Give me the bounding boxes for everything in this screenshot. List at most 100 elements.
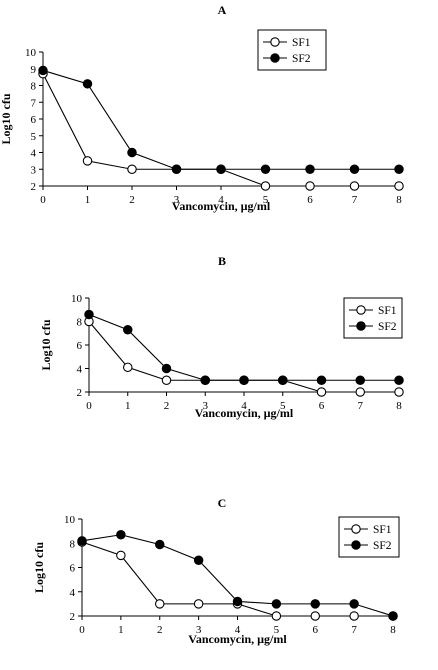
data-point-sf2 <box>155 539 165 550</box>
data-point-sf2 <box>394 375 404 385</box>
data-point-sf1 <box>193 599 204 609</box>
data-point-sf2 <box>305 164 315 175</box>
y-tick-label: 5 <box>31 131 37 143</box>
y-tick-label: 3 <box>31 164 37 176</box>
legend-marker-sf2 <box>356 321 366 331</box>
x-tick-label: 1 <box>118 624 124 636</box>
x-tick-label: 5 <box>274 624 280 636</box>
x-axis-title: Vancomycin, µg/ml <box>188 632 287 646</box>
y-tick-label: 4 <box>31 148 37 160</box>
x-tick-label: 4 <box>235 624 241 636</box>
x-axis-title: Vancomycin, µg/ml <box>172 199 271 213</box>
legend-box <box>257 29 327 71</box>
data-point-sf1 <box>127 164 137 175</box>
x-tick-label: 7 <box>351 624 357 636</box>
x-tick-label: 8 <box>396 400 402 412</box>
data-point-sf1 <box>394 387 404 397</box>
legend-label-sf2: SF2 <box>292 53 311 65</box>
legend-marker-sf2 <box>351 540 361 550</box>
x-tick-label: 2 <box>157 624 163 636</box>
data-point-sf2 <box>394 164 404 175</box>
data-point-sf2 <box>310 599 320 609</box>
y-tick-label: 2 <box>31 181 37 193</box>
x-tick-label: 5 <box>263 194 269 206</box>
legend-label-sf1: SF1 <box>378 305 397 317</box>
data-point-sf2 <box>271 599 282 609</box>
x-axis-title: Vancomycin, µg/ml <box>195 406 294 420</box>
data-point-sf1 <box>394 181 404 191</box>
legend-label-sf2: SF2 <box>373 540 392 552</box>
legend-marker-sf1 <box>356 305 366 315</box>
chart-panel-b: B 2 4 6 8 10 0 1 2 3 4 5 6 7 8 Vancomycin, µg/ml Log10 c… <box>39 254 404 420</box>
y-tick-label: 9 <box>31 64 37 76</box>
x-tick-label: 8 <box>396 194 402 206</box>
x-tick-label: 6 <box>313 624 319 636</box>
x-tick-label: 2 <box>164 400 170 412</box>
data-point-sf2 <box>193 555 204 565</box>
x-tick-label: 6 <box>319 400 325 412</box>
data-point-sf2 <box>200 375 211 385</box>
legend-box <box>343 297 403 339</box>
panel-label: C <box>218 496 227 510</box>
panel-label: A <box>218 3 227 17</box>
y-tick-label: 8 <box>31 81 37 93</box>
data-point-sf1 <box>349 611 359 621</box>
y-tick-label: 7 <box>31 97 37 109</box>
data-point-sf2 <box>260 164 271 175</box>
data-point-sf2 <box>277 375 288 385</box>
data-point-sf1 <box>116 550 126 561</box>
data-point-sf2 <box>84 309 94 320</box>
legend-label-sf1: SF1 <box>292 37 311 49</box>
data-point-sf1 <box>161 375 172 385</box>
data-point-sf2 <box>388 611 398 621</box>
x-tick-label: 1 <box>125 400 131 412</box>
y-tick-label: 8 <box>70 538 76 550</box>
y-tick-label: 4 <box>77 364 83 376</box>
data-point-sf2 <box>123 324 133 335</box>
x-tick-label: 0 <box>86 400 92 412</box>
data-point-sf2 <box>38 65 48 76</box>
x-tick-label: 6 <box>307 194 313 206</box>
data-point-sf2 <box>161 363 172 374</box>
data-point-sf2 <box>349 599 359 609</box>
legend-marker-sf1 <box>270 37 280 47</box>
x-tick-label: 3 <box>203 400 209 412</box>
x-tick-label: 1 <box>85 194 91 206</box>
chart-panel-a: A 2 3 4 5 6 7 8 9 10 0 1 2 3 4 5 6 7 8 Vancomycin, µg/ml Log… <box>0 3 404 213</box>
data-point-sf1 <box>155 599 165 609</box>
data-point-sf2 <box>77 536 87 546</box>
x-tick-label: 5 <box>280 400 286 412</box>
data-point-sf2 <box>232 596 243 607</box>
data-point-sf1 <box>310 611 320 621</box>
x-tick-label: 2 <box>129 194 135 206</box>
y-tick-label: 10 <box>71 293 83 305</box>
y-axis-title: Log10 cfu <box>39 319 53 370</box>
x-tick-label: 0 <box>79 624 85 636</box>
data-point-sf1 <box>305 181 315 191</box>
legend-marker-sf2 <box>270 53 280 63</box>
data-point-sf2 <box>239 375 249 385</box>
y-tick-label: 6 <box>70 563 76 575</box>
x-tick-label: 7 <box>352 194 358 206</box>
legend-label-sf2: SF2 <box>378 321 397 333</box>
y-tick-label: 6 <box>77 340 83 352</box>
y-tick-label: 10 <box>64 514 76 526</box>
y-tick-label: 8 <box>77 317 83 329</box>
data-point-sf2 <box>82 79 93 89</box>
data-point-sf2 <box>355 375 365 385</box>
data-point-sf1 <box>82 156 93 166</box>
legend-label-sf1: SF1 <box>373 524 392 536</box>
y-tick-label: 2 <box>70 611 76 623</box>
data-point-sf1 <box>349 181 360 191</box>
panel-label: B <box>218 254 226 268</box>
y-axis-title: Log10 cfu <box>32 542 46 593</box>
y-tick-label: 2 <box>77 387 83 399</box>
x-tick-label: 3 <box>196 624 202 636</box>
legend-marker-sf1 <box>351 524 361 534</box>
x-tick-label: 4 <box>218 194 224 206</box>
y-tick-label: 10 <box>25 47 37 59</box>
data-point-sf2 <box>127 147 137 158</box>
